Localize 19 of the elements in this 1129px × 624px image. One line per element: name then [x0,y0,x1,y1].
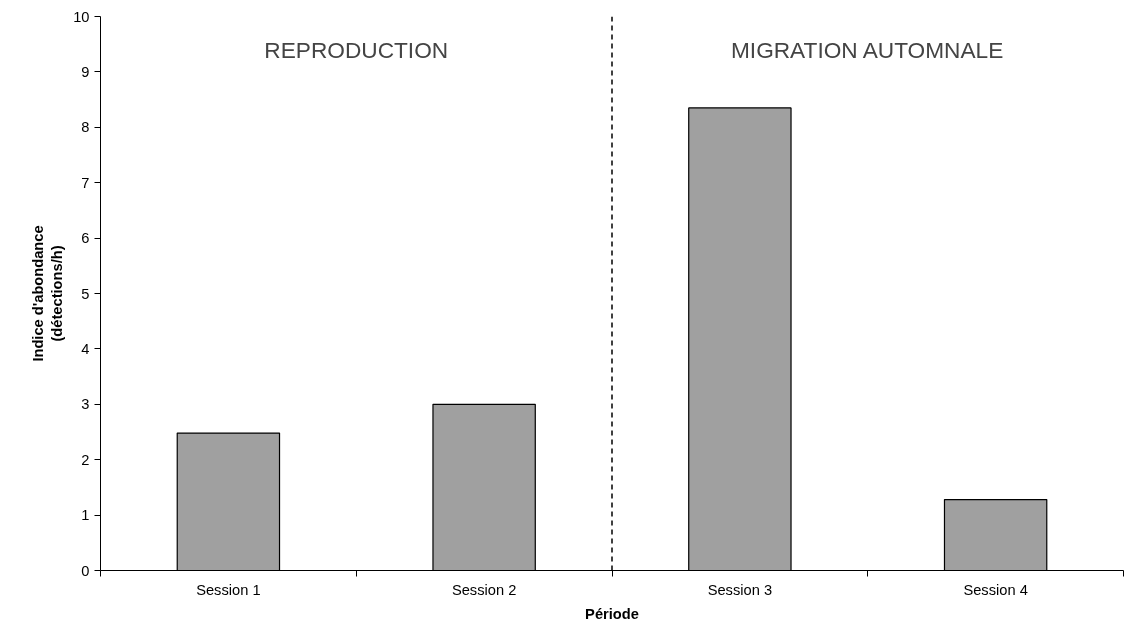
y-axis-title: Indice d'abondance (détections/h) [30,225,66,362]
x-tick-label: Session 2 [451,581,517,598]
annotation: MIGRATION AUTOMNALE [730,36,1004,63]
y-tick-label: 2 [81,451,90,468]
y-tick-label: 1 [81,507,90,524]
y-tick-label: 9 [81,63,90,80]
annotation: REPRODUCTION [264,36,449,63]
y-tick-label: 0 [81,562,90,579]
x-axis-title: Période [585,605,639,622]
y-tick-label: 8 [81,119,90,136]
y-tick-label: 6 [81,230,90,247]
y-tick-label: 5 [81,285,90,302]
y-tick-label: 7 [81,174,90,191]
y-tick-label: 10 [73,8,90,25]
y-tick-label: 3 [81,396,90,413]
x-tick-label: Session 4 [963,581,1028,598]
x-tick-label: Session 1 [196,581,261,598]
x-tick-label: Session 3 [707,581,773,598]
y-tick-label: 4 [81,340,90,357]
